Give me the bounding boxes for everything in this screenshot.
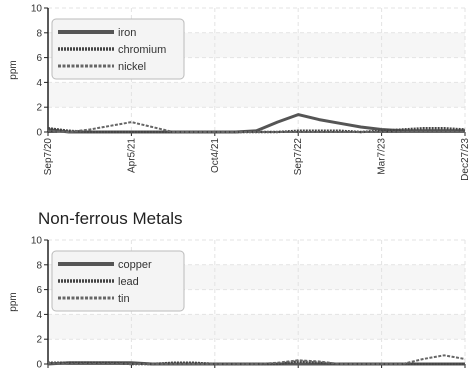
y-tick-label: 8 [36,260,42,271]
y-tick-label: 0 [36,360,42,368]
x-tick-label: Apr5/21 [126,138,137,173]
chart-1: 0 2 4 6 8 10 ppm Sep7/20 Apr5/21 Oct4/21 Sep7/22 Ma… [8,4,469,181]
y-tick-label: 6 [36,53,42,64]
series-line-tin [47,354,466,365]
grid-band [48,82,465,108]
grid-band [48,314,465,340]
y-tick-label: 0 [36,128,42,139]
legend-label-iron: iron [118,27,136,39]
legend-label-lead: lead [118,276,139,288]
y-tick-label: 2 [36,335,42,346]
y-axis-title: ppm [8,292,19,311]
legend-label-copper: copper [118,259,152,271]
y-tick-label: 6 [36,285,42,296]
legend-label-tin: tin [118,293,130,305]
chart-title: Non-ferrous Metals [38,209,183,228]
chart-2: Non-ferrous Metals 0 2 4 6 8 10 ppm copper lead ti… [8,209,466,368]
y-tick-label: 4 [36,78,42,89]
y-tick-label: 10 [31,236,43,247]
legend-label-chromium: chromium [118,44,166,56]
y-tick-label: 2 [36,103,42,114]
x-tick-label: Oct4/21 [210,138,221,173]
x-tick-label: Sep7/22 [293,138,304,176]
y-tick-label: 8 [36,28,42,39]
legend-label-nickel: nickel [118,61,146,73]
series-line-nickel [47,121,465,133]
series-line-chromium [47,127,466,134]
y-tick-label: 4 [36,310,42,321]
y-tick-label: 10 [31,4,43,15]
x-tick-label: Dec27/23 [460,138,469,181]
x-tick-label: Sep7/20 [43,138,54,176]
y-axis-title: ppm [8,60,19,79]
x-tick-label: Mar7/23 [377,138,388,175]
